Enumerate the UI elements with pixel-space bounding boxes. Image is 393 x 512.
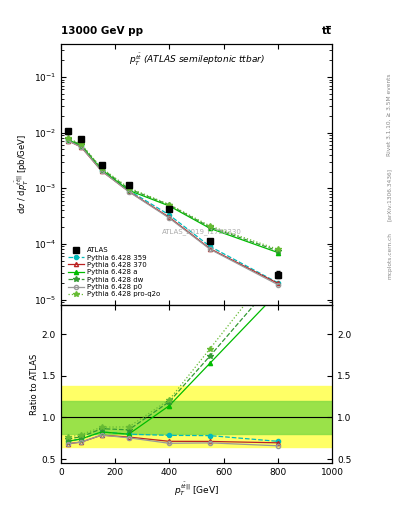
Text: $p_T^{t\bar{t}}$ (ATLAS semileptonic ttbar): $p_T^{t\bar{t}}$ (ATLAS semileptonic ttb… (129, 51, 264, 68)
Text: [arXiv:1306.3436]: [arXiv:1306.3436] (387, 168, 392, 221)
Y-axis label: d$\sigma$ / d$p_T^{t\bar{t}||}$ [pb/GeV]: d$\sigma$ / d$p_T^{t\bar{t}||}$ [pb/GeV] (13, 134, 31, 214)
X-axis label: $p_T^{t\bar{t}||}$ [GeV]: $p_T^{t\bar{t}||}$ [GeV] (174, 480, 219, 498)
Bar (61, 386, 332, 446)
Legend: ATLAS, Pythia 6.428 359, Pythia 6.428 370, Pythia 6.428 a, Pythia 6.428 dw, Pyth: ATLAS, Pythia 6.428 359, Pythia 6.428 37… (67, 246, 161, 299)
Text: tt̅: tt̅ (322, 26, 332, 36)
Text: ATLAS_2019_I1750330: ATLAS_2019_I1750330 (162, 228, 242, 235)
Text: Rivet 3.1.10, ≥ 3.5M events: Rivet 3.1.10, ≥ 3.5M events (387, 74, 392, 157)
Y-axis label: Ratio to ATLAS: Ratio to ATLAS (30, 353, 39, 415)
Text: mcplots.cern.ch: mcplots.cern.ch (387, 232, 392, 280)
Text: 13000 GeV pp: 13000 GeV pp (61, 26, 143, 36)
Bar (61, 401, 332, 434)
